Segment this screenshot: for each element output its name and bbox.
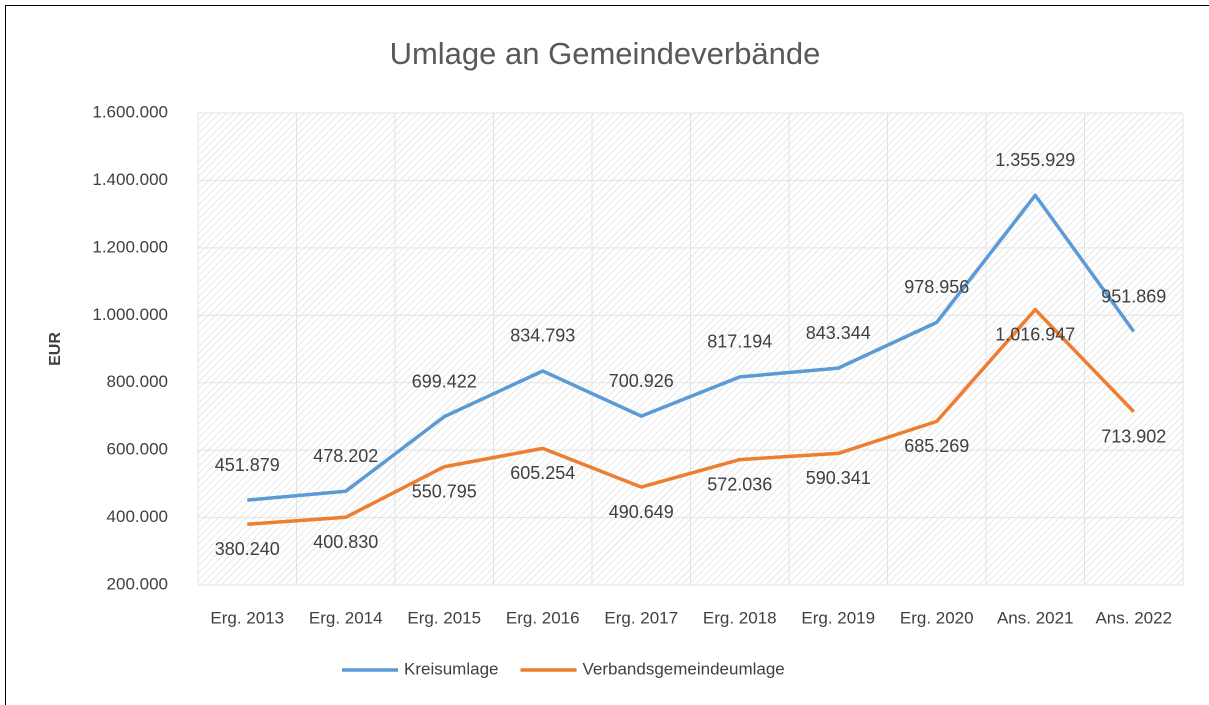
x-tick-label: Erg. 2020 — [900, 608, 974, 627]
data-label: 490.649 — [609, 502, 674, 522]
x-tick-label: Erg. 2019 — [801, 608, 875, 627]
data-label: 451.879 — [215, 455, 280, 475]
y-tick-label: 400.000 — [107, 507, 168, 526]
data-label: 843.344 — [806, 323, 871, 343]
y-tick-label: 1.600.000 — [92, 102, 168, 121]
data-label: 572.036 — [707, 474, 772, 494]
y-tick-label: 1.000.000 — [92, 305, 168, 324]
data-label: 700.926 — [609, 371, 674, 391]
x-tick-label: Ans. 2021 — [997, 608, 1074, 627]
series-line — [247, 193, 1136, 502]
data-label: 590.341 — [806, 468, 871, 488]
y-tick-label: 600.000 — [107, 440, 168, 459]
y-axis-label: EUR — [47, 332, 64, 366]
y-tick-label: 200.000 — [107, 574, 168, 593]
data-label: 699.422 — [412, 371, 477, 391]
data-label: 978.956 — [904, 277, 969, 297]
data-label: 1.016.947 — [995, 324, 1075, 344]
data-label: 951.869 — [1101, 286, 1166, 306]
data-label: 817.194 — [707, 332, 772, 352]
frame — [5, 5, 1209, 705]
x-tick-label: Erg. 2016 — [506, 608, 580, 627]
y-tick-label: 1.400.000 — [92, 170, 168, 189]
data-label: 400.830 — [313, 532, 378, 552]
data-label: 685.269 — [904, 436, 969, 456]
legend-label: Verbandsgemeindeumlage — [583, 659, 785, 678]
data-label: 1.355.929 — [995, 150, 1075, 170]
x-tick-label: Erg. 2015 — [407, 608, 481, 627]
data-label: 834.793 — [510, 326, 575, 346]
x-tick-label: Erg. 2017 — [604, 608, 678, 627]
data-label: 713.902 — [1101, 426, 1166, 446]
x-tick-label: Erg. 2018 — [703, 608, 777, 627]
series-line — [247, 307, 1136, 526]
data-label: 605.254 — [510, 463, 575, 483]
data-label: 478.202 — [313, 446, 378, 466]
chart-title: Umlage an Gemeindeverbände — [390, 36, 821, 71]
data-label: 550.795 — [412, 481, 477, 501]
data-label: 380.240 — [215, 539, 280, 559]
legend-label: Kreisumlage — [404, 659, 499, 678]
x-tick-label: Erg. 2014 — [309, 608, 383, 627]
y-tick-label: 1.200.000 — [92, 237, 168, 256]
x-tick-label: Ans. 2022 — [1095, 608, 1172, 627]
x-tick-label: Erg. 2013 — [210, 608, 284, 627]
y-tick-label: 800.000 — [107, 372, 168, 391]
